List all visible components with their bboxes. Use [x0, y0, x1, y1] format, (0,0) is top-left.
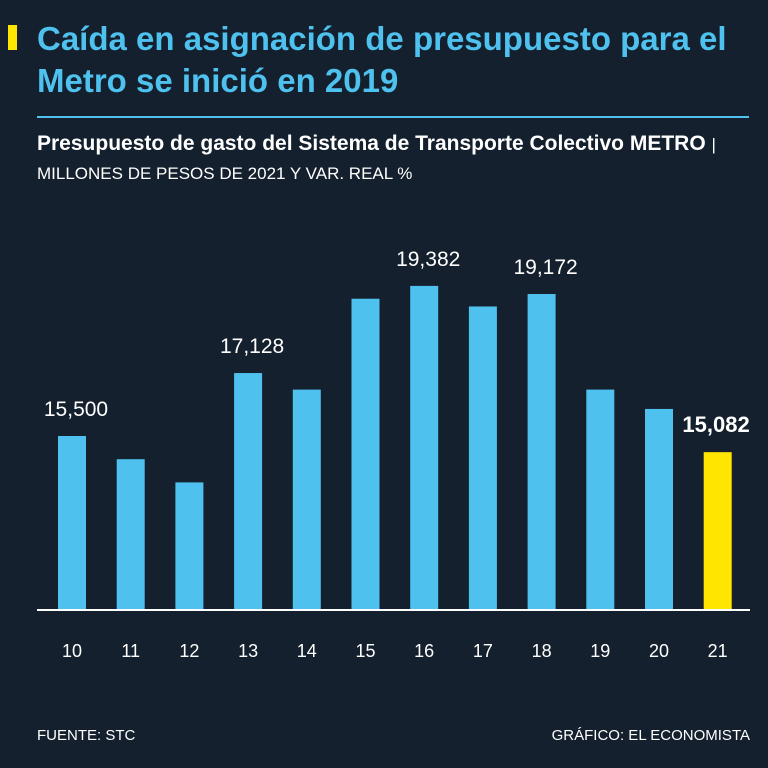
x-tick-label: 13 — [238, 641, 258, 661]
x-tick-label: 11 — [121, 641, 140, 661]
bar-13 — [234, 373, 263, 610]
x-tick-label: 21 — [708, 641, 728, 661]
x-tick-label: 12 — [179, 641, 199, 661]
data-label: 15,500 — [44, 398, 108, 421]
x-tick-label: 16 — [414, 641, 434, 661]
bar-19 — [586, 389, 615, 610]
x-tick-label: 20 — [649, 641, 669, 661]
bar-14 — [292, 389, 321, 610]
x-tick-label: 18 — [532, 641, 552, 661]
x-tick-label: 17 — [473, 641, 493, 661]
x-tick-label: 15 — [355, 641, 375, 661]
credit-note: GRÁFICO: EL ECONOMISTA — [551, 727, 750, 744]
bar-12 — [175, 482, 204, 610]
x-tick-label: 19 — [590, 641, 610, 661]
x-tick-label: 14 — [297, 641, 317, 661]
bar-11 — [116, 459, 145, 610]
chart-subtitle: Presupuesto de gasto del Sistema de Tran… — [37, 130, 757, 188]
accent-mark — [8, 25, 17, 50]
data-label: 17,128 — [220, 335, 284, 358]
subtitle-title: Presupuesto de gasto del Sistema de Tran… — [37, 132, 706, 155]
chart-headline: Caída en asignación de presupuesto para … — [37, 20, 727, 99]
bar-16 — [410, 285, 439, 610]
data-label: 19,172 — [513, 256, 577, 279]
bar-15 — [351, 298, 380, 610]
data-label: 19,382 — [396, 248, 460, 271]
bar-18 — [527, 294, 556, 610]
source-note: FUENTE: STC — [37, 727, 136, 744]
bar-21 — [703, 452, 732, 610]
bar-20 — [645, 408, 673, 610]
bar-10 — [58, 436, 86, 610]
bar-17 — [468, 306, 497, 610]
subtitle-units: | MILLONES DE PESOS DE 2021 Y VAR. REAL … — [37, 135, 716, 183]
x-tick-label: 10 — [62, 641, 82, 661]
header-divider — [37, 116, 749, 118]
highlight-data-label: 15,082 — [682, 412, 749, 437]
